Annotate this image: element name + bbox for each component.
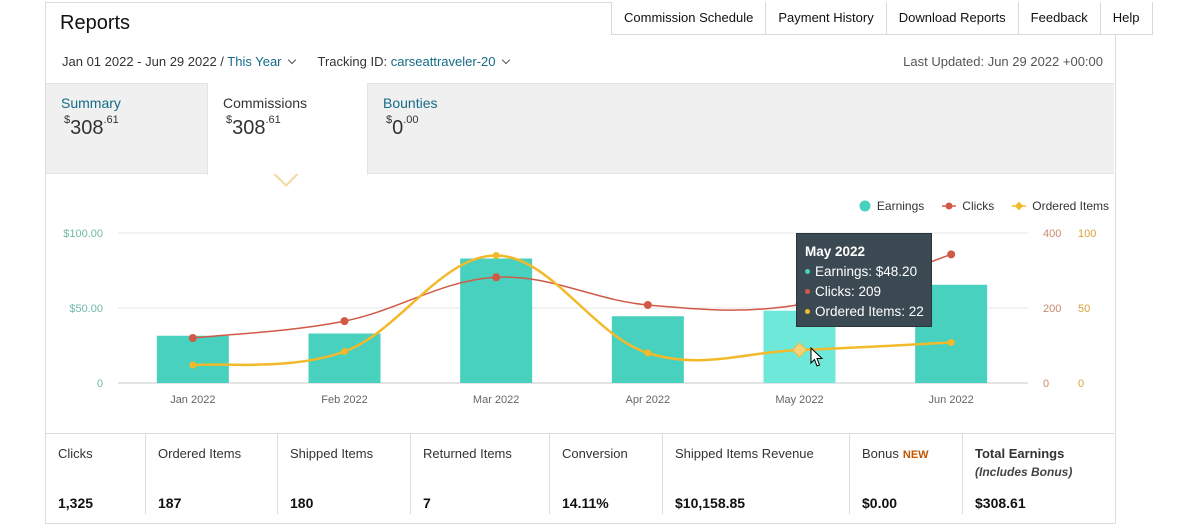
stat-shipped-items: Shipped Items 180	[277, 434, 410, 514]
stat-bonus: Bonus NEW $0.00	[849, 434, 963, 514]
x-axis-label: Feb 2022	[321, 394, 367, 406]
chart-legend: Earnings Clicks Ordered Items	[859, 199, 1109, 213]
tab-bounties[interactable]: Bounties $0.00	[368, 83, 528, 172]
last-updated: Last Updated: Jun 29 2022 +00:00	[903, 54, 1103, 69]
earnings-chart: 0 $50.00 $100.00 0 200 400 0 50 100 Jan 2022 Feb 2…	[63, 228, 1096, 406]
right-axis-ordered-tick: 50	[1078, 303, 1090, 315]
right-axis-clicks-tick: 200	[1043, 303, 1061, 315]
stat-value: 14.11%	[562, 495, 609, 511]
stat-sublabel: (Includes Bonus)	[975, 465, 1073, 479]
stat-conversion: Conversion 14.11%	[549, 434, 663, 514]
help-button[interactable]: Help	[1099, 2, 1152, 34]
ordered-items-point	[791, 342, 808, 358]
date-range-text: Jan 01 2022 - Jun 29 2022 /	[62, 54, 224, 69]
legend-earnings-label: Earnings	[876, 199, 925, 213]
stat-label: Shipped Items	[290, 446, 374, 461]
ordered-items-swatch-icon	[1012, 201, 1027, 211]
tracking-id-dropdown[interactable]: carseattraveler-20	[390, 54, 510, 69]
stat-value: $10,158.85	[675, 495, 746, 511]
legend-ordered-items[interactable]: Ordered Items	[1012, 199, 1109, 213]
tab-commissions-value: $308.61	[226, 114, 281, 139]
x-axis-label: Jan 2022	[170, 394, 215, 406]
tab-bounties-label: Bounties	[383, 95, 438, 111]
stat-value: $0.00	[862, 495, 898, 511]
clicks-point	[947, 250, 956, 259]
left-axis-tick: $100.00	[63, 228, 103, 240]
clicks-point	[188, 334, 197, 342]
stat-returned-items: Returned Items 7	[410, 434, 550, 514]
stat-label: Ordered Items	[158, 446, 242, 461]
period-dropdown[interactable]: This Year	[227, 54, 296, 69]
stat-value: 187	[158, 495, 182, 511]
stat-label: Conversion	[562, 446, 628, 461]
legend-earnings[interactable]: Earnings	[859, 199, 924, 213]
x-axis-label: May 2022	[775, 394, 823, 406]
mouse-cursor-icon	[810, 347, 824, 367]
right-axis-ordered-tick: 100	[1078, 228, 1096, 240]
stat-total-earnings: Total Earnings (Includes Bonus) $308.61	[962, 434, 1115, 514]
clicks-point	[340, 317, 349, 326]
feedback-button[interactable]: Feedback	[1017, 2, 1100, 34]
stat-value: 7	[423, 495, 431, 511]
legend-ordered-items-label: Ordered Items	[1032, 199, 1109, 213]
legend-clicks[interactable]: Clicks	[942, 199, 994, 213]
left-axis-tick: $50.00	[69, 303, 103, 315]
ordered-items-point	[341, 348, 348, 355]
tab-bounties-value: $0.00	[386, 114, 419, 139]
stat-label: Returned Items	[423, 446, 512, 461]
clicks-point	[492, 273, 501, 282]
stat-clicks: Clicks 1,325	[46, 434, 145, 514]
tab-summary-value: $308.61	[64, 114, 119, 139]
ordered-items-point	[492, 252, 500, 259]
download-reports-button[interactable]: Download Reports	[885, 2, 1018, 34]
stat-label: Shipped Items Revenue	[675, 446, 814, 461]
x-axis-label: Apr 2022	[626, 394, 671, 406]
tooltip-clicks: Clicks: 209	[805, 282, 923, 302]
earnings-bar	[156, 335, 229, 383]
ordered-items-point	[947, 339, 955, 346]
chart-tooltip: May 2022 Earnings: $48.20 Clicks: 209 Or…	[796, 233, 932, 327]
stat-label: Bonus NEW	[862, 446, 929, 461]
right-axis-clicks-tick: 0	[1043, 378, 1049, 390]
payment-history-button[interactable]: Payment History	[765, 2, 885, 34]
clicks-swatch-icon	[942, 202, 957, 210]
active-tab-pointer-inner	[275, 173, 297, 184]
page-title: Reports	[60, 12, 131, 34]
commission-schedule-button[interactable]: Commission Schedule	[624, 10, 754, 25]
tooltip-earnings: Earnings: $48.20	[805, 262, 923, 282]
right-axis-clicks-tick: 400	[1043, 228, 1061, 240]
clicks-point	[643, 301, 652, 309]
stat-label: Clicks	[58, 446, 93, 461]
stat-label: Total Earnings	[975, 446, 1065, 461]
top-nav: Commission Schedule Payment History Down…	[611, 2, 1153, 35]
tracking-id-label: Tracking ID:	[317, 54, 388, 69]
stat-ordered-items: Ordered Items 187	[145, 434, 278, 514]
filter-row: Jan 01 2022 - Jun 29 2022 / This Year Tr…	[62, 54, 510, 69]
earnings-swatch-icon	[859, 200, 871, 212]
stats-bar: Clicks 1,325 Ordered Items 187 Shipped I…	[46, 433, 1114, 514]
ordered-items-point	[644, 349, 652, 357]
stat-value: 180	[290, 495, 314, 511]
tracking-id-value: carseattraveler-20	[390, 54, 496, 69]
right-axis-ordered-tick: 0	[1078, 378, 1084, 390]
tooltip-title: May 2022	[805, 244, 866, 259]
x-axis-label: Jun 2022	[929, 394, 974, 406]
ordered-items-point	[189, 361, 197, 369]
tab-commissions-label: Commissions	[223, 95, 308, 111]
left-axis-tick: 0	[97, 378, 103, 390]
period-label: This Year	[227, 54, 282, 69]
new-badge: NEW	[902, 449, 929, 461]
stat-value: 1,325	[58, 495, 94, 511]
x-axis-label: Mar 2022	[473, 394, 519, 406]
tab-commissions[interactable]: Commissions $308.61	[207, 83, 368, 175]
ordered-items-line	[192, 254, 952, 367]
stat-value: $308.61	[975, 495, 1026, 511]
tab-summary[interactable]: Summary $308.61	[46, 83, 207, 172]
legend-clicks-label: Clicks	[962, 199, 995, 213]
stat-shipped-items-revenue: Shipped Items Revenue $10,158.85	[662, 434, 849, 514]
tab-summary-label: Summary	[61, 95, 121, 111]
tooltip-ordered-items: Ordered Items: 22	[805, 302, 924, 322]
